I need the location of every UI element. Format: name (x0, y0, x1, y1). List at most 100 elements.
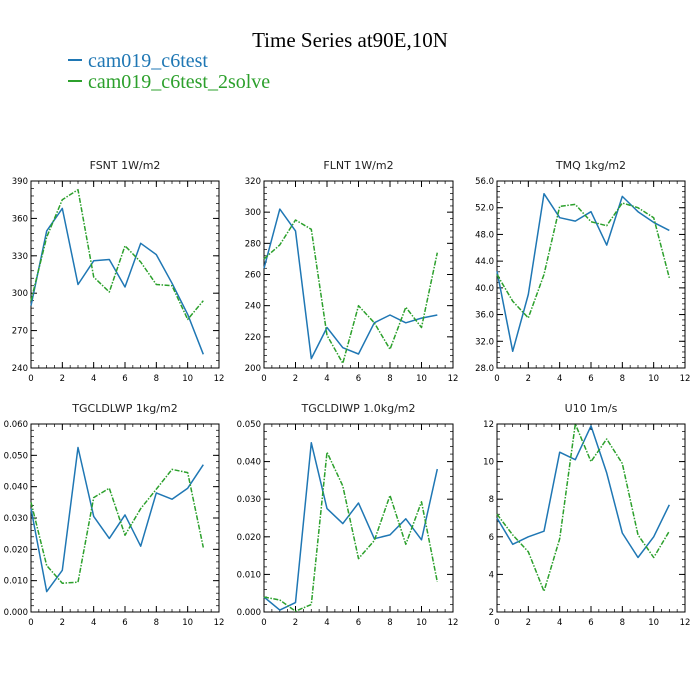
x-tick-label: 6 (356, 374, 361, 384)
legend-entry-1: cam019_c6test (68, 50, 208, 73)
y-tick-label: 320 (245, 177, 261, 187)
x-tick-label: 8 (387, 618, 392, 628)
x-tick-label: 10 (416, 618, 427, 628)
plot-frame (30, 423, 220, 613)
x-tick-label: 10 (648, 374, 659, 384)
y-tick-label: 52.0 (475, 204, 494, 214)
y-tick-label: 0.020 (237, 533, 261, 543)
y-tick-label: 300 (245, 208, 261, 218)
x-tick-label: 8 (620, 618, 625, 628)
y-tick-label: 0.000 (4, 608, 28, 618)
y-tick-label: 32.0 (475, 337, 494, 347)
y-tick-label: 48.0 (475, 230, 494, 240)
y-tick-label: 0.060 (4, 420, 28, 430)
x-tick-label: 4 (324, 618, 329, 628)
y-tick-label: 280 (245, 239, 261, 249)
x-tick-label: 8 (154, 618, 159, 628)
y-tick-label: 10 (483, 458, 494, 468)
plot-frame (263, 423, 454, 613)
series-line-2 (30, 468, 205, 584)
x-tick-label: 2 (60, 374, 65, 384)
x-tick-label: 4 (91, 374, 96, 384)
legend-label-1: cam019_c6test (88, 50, 208, 72)
y-tick-label: 56.0 (475, 177, 494, 187)
x-tick-label: 2 (526, 374, 531, 384)
chart-panel-4: TGCLDLWP 1kg/m2 0 2 4 6 8 10 12 0.000 0.010 0.020 0… (4, 402, 225, 628)
y-tick-label: 270 (12, 327, 28, 337)
y-tick-label: 36.0 (475, 311, 494, 321)
x-tick-label: 6 (122, 618, 127, 628)
series-line-2 (496, 202, 671, 319)
series-line-1 (496, 192, 670, 353)
x-tick-label: 0 (28, 618, 33, 628)
x-tick-label: 2 (526, 618, 531, 628)
chart-title: U10 1m/s (565, 402, 618, 415)
y-tick-label: 0.020 (4, 545, 28, 555)
plot-frame (496, 180, 686, 369)
series-line-1 (30, 207, 204, 355)
x-tick-label: 10 (648, 618, 659, 628)
y-tick-label: 360 (12, 214, 28, 224)
x-tick-label: 2 (293, 618, 298, 628)
chart-panel-5: TGCLDIWP 1.0kg/m2 0 2 4 6 8 10 12 0.000 0.010 0.02… (237, 402, 459, 628)
x-tick-label: 12 (448, 618, 459, 628)
plot-frame (496, 423, 686, 613)
y-tick-label: 390 (12, 177, 28, 187)
y-tick-label: 4 (489, 570, 494, 580)
chart-panel-1: FSNT 1W/m2 0 2 4 6 8 10 12 240 270 300 330 360 390 (12, 159, 225, 384)
x-tick-label: 10 (182, 374, 193, 384)
x-tick-label: 10 (182, 618, 193, 628)
y-tick-label: 0.010 (237, 570, 261, 580)
y-tick-label: 0.030 (237, 495, 261, 505)
series-line-1 (263, 442, 439, 611)
y-tick-label: 240 (12, 364, 28, 374)
x-tick-label: 10 (416, 374, 427, 384)
chart-title: TGCLDIWP 1.0kg/m2 (300, 402, 415, 415)
x-tick-label: 2 (60, 618, 65, 628)
x-tick-label: 0 (261, 374, 266, 384)
y-tick-label: 0.000 (237, 608, 261, 618)
series-line-2 (30, 188, 204, 321)
series-line-1 (30, 446, 204, 593)
x-tick-label: 12 (448, 374, 459, 384)
x-tick-label: 8 (387, 374, 392, 384)
y-tick-label: 44.0 (475, 257, 494, 267)
series-line-2 (263, 219, 439, 365)
y-tick-label: 260 (245, 271, 261, 281)
x-tick-label: 6 (122, 374, 127, 384)
legend-swatch-1 (68, 59, 82, 62)
y-tick-label: 0.040 (4, 483, 28, 493)
y-tick-label: 0.050 (4, 451, 28, 461)
chart-title: FLNT 1W/m2 (323, 159, 393, 172)
x-tick-label: 4 (557, 374, 562, 384)
y-tick-label: 0.050 (237, 420, 261, 430)
x-tick-label: 6 (588, 618, 593, 628)
x-tick-label: 8 (620, 374, 625, 384)
x-tick-label: 4 (557, 618, 562, 628)
chart-panel-3: TMQ 1kg/m2 0 2 4 6 8 10 12 28.0 32.0 36.0 40.0 44.0 4… (475, 159, 690, 384)
y-tick-label: 0.040 (237, 458, 261, 468)
x-tick-label: 12 (214, 618, 225, 628)
y-tick-label: 240 (245, 302, 261, 312)
x-tick-label: 8 (154, 374, 159, 384)
y-tick-label: 6 (489, 533, 494, 543)
series-line-2 (496, 423, 670, 593)
y-tick-label: 0.010 (4, 577, 28, 587)
y-tick-label: 330 (12, 252, 28, 262)
y-tick-label: 0.030 (4, 514, 28, 524)
x-tick-label: 12 (680, 374, 691, 384)
legend-entry-2: cam019_c6test_2solve (68, 71, 270, 94)
chart-panel-2: FLNT 1W/m2 0 2 4 6 8 10 12 200 220 240 260 280 300 320 (245, 159, 459, 384)
y-tick-label: 28.0 (475, 364, 494, 374)
chart-title: FSNT 1W/m2 (90, 159, 161, 172)
chart-title: TGCLDLWP 1kg/m2 (71, 402, 177, 415)
x-tick-label: 6 (356, 618, 361, 628)
legend-label-2: cam019_c6test_2solve (88, 71, 271, 93)
x-tick-label: 12 (680, 618, 691, 628)
series-line-1 (263, 208, 438, 360)
y-tick-label: 8 (489, 495, 494, 505)
figure-title: Time Series at90E,10N (252, 28, 448, 52)
x-tick-label: 0 (261, 618, 266, 628)
